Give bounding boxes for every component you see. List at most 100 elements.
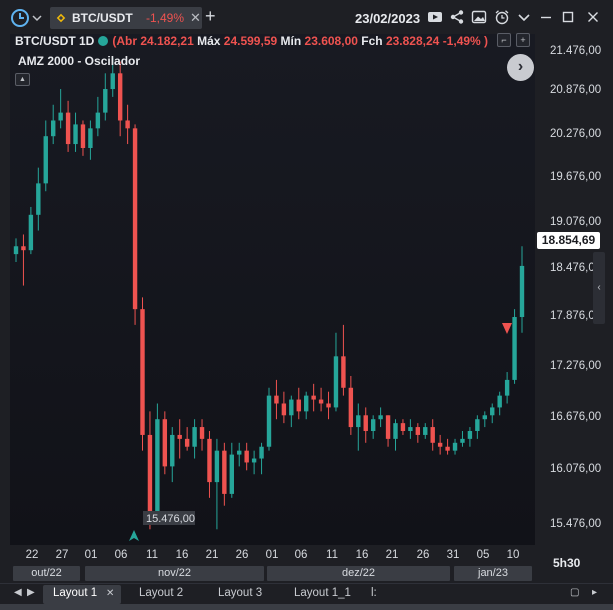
price-axis[interactable]: 21.476,00 20.876,00 20.276,00 19.676,00 19.0… bbox=[535, 34, 601, 545]
candle-body bbox=[445, 446, 450, 451]
candle-body bbox=[512, 317, 517, 380]
candle-body bbox=[482, 415, 487, 420]
candle-body bbox=[363, 415, 368, 432]
candle-body bbox=[318, 399, 324, 404]
candle-body bbox=[244, 450, 249, 463]
time-axis-label: 01 bbox=[84, 549, 98, 561]
video-icon[interactable] bbox=[427, 9, 443, 25]
go-to-latest-button[interactable]: › bbox=[507, 54, 534, 81]
legend-low-label: Mín bbox=[280, 34, 302, 48]
price-axis-label: 19.076,00 bbox=[550, 216, 602, 228]
candle-body bbox=[51, 120, 56, 137]
minimize-icon[interactable] bbox=[538, 9, 554, 25]
layout-tab-more[interactable]: l: bbox=[371, 587, 377, 599]
legend-change: -1,49% ) bbox=[442, 34, 489, 48]
time-axis-label: 21 bbox=[385, 549, 399, 561]
candle-body bbox=[378, 415, 383, 420]
candle-body bbox=[80, 124, 86, 148]
low-marker-box bbox=[143, 511, 195, 525]
active-layout-tab[interactable] bbox=[43, 585, 121, 604]
share-icon[interactable] bbox=[449, 9, 465, 25]
time-axis-label: 26 bbox=[235, 549, 249, 561]
time-axis-label: 01 bbox=[265, 549, 279, 561]
candle-body bbox=[251, 458, 257, 463]
side-panel-toggle[interactable]: ‹ bbox=[593, 252, 605, 324]
close-layout-icon[interactable]: ✕ bbox=[106, 588, 115, 599]
layout-tab-1[interactable]: Layout 1 bbox=[53, 587, 98, 599]
layout-menu-icon[interactable]: ▢ bbox=[570, 587, 580, 598]
time-axis-label: 11 bbox=[146, 549, 158, 561]
ohlc-legend: BTC/USDT 1D (Abr 24.182,21 Máx 24.599,59 … bbox=[15, 34, 488, 50]
time-axis-label: 31 bbox=[446, 549, 460, 561]
candle-body bbox=[117, 73, 123, 121]
candle-body bbox=[73, 124, 78, 145]
candle-body bbox=[21, 246, 26, 251]
month-scale: out/22 nov/22 dez/22 jan/23 bbox=[10, 566, 535, 582]
price-chart[interactable]: 15.476,00 bbox=[10, 34, 535, 545]
price-axis-label: 19.676,00 bbox=[550, 171, 602, 183]
timeframe-label[interactable]: 5h30 bbox=[553, 556, 581, 570]
candle-body bbox=[155, 419, 160, 514]
layout-tab-3[interactable]: Layout 3 bbox=[218, 587, 263, 599]
add-indicator-icon[interactable]: + bbox=[516, 33, 530, 47]
current-price-tag: 18.854,69 bbox=[537, 232, 600, 249]
close-tab-icon[interactable]: ✕ bbox=[190, 10, 201, 25]
legend-open-value: 24.182,21 bbox=[140, 34, 194, 48]
candle-body bbox=[266, 395, 272, 447]
time-axis-label: 10 bbox=[506, 549, 520, 561]
price-axis-label: 21.476,00 bbox=[550, 45, 602, 57]
chevron-left-icon[interactable]: ◀ bbox=[14, 587, 22, 598]
legend-close-label: Fch bbox=[361, 34, 383, 48]
time-axis-label: 06 bbox=[294, 549, 308, 561]
candle-body bbox=[497, 395, 502, 408]
tab-change: -1,49% bbox=[146, 11, 185, 25]
candle-body bbox=[140, 309, 145, 435]
layout-tab-4[interactable]: Layout 1_1 bbox=[294, 587, 351, 599]
layout-tabs-bar: ◀ ▶ Layout 1 ✕ Layout 2 Layout 3 Layout … bbox=[0, 583, 613, 604]
candle-body bbox=[415, 427, 421, 435]
status-dot bbox=[98, 36, 109, 46]
layout-arrow-icon[interactable]: ▸ bbox=[592, 587, 598, 598]
price-axis-label: 20.276,00 bbox=[550, 128, 602, 140]
tab-symbol: BTC/USDT bbox=[72, 11, 133, 25]
legend-open-label: (Abr bbox=[112, 34, 138, 48]
binance-icon bbox=[56, 13, 66, 23]
symbol-tab[interactable]: BTC/USDT -1,49% ✕ bbox=[50, 7, 202, 29]
layout-tab-2[interactable]: Layout 2 bbox=[139, 587, 184, 599]
legend-settings-icon[interactable]: ⌐ bbox=[497, 33, 511, 47]
candle-body bbox=[296, 399, 301, 412]
sell-signal-arrow bbox=[502, 323, 512, 334]
candle-body bbox=[289, 399, 294, 416]
close-icon[interactable] bbox=[585, 9, 601, 25]
candle-body bbox=[467, 431, 473, 439]
maximize-icon[interactable] bbox=[560, 9, 576, 25]
candle-body bbox=[170, 434, 175, 467]
candle-body bbox=[348, 387, 354, 428]
candle-body bbox=[460, 438, 465, 443]
candle-body bbox=[222, 450, 227, 494]
low-marker-label: 15.476,00 bbox=[146, 513, 195, 525]
alarm-icon[interactable] bbox=[494, 9, 510, 25]
candle-body bbox=[199, 427, 205, 439]
candle-body bbox=[490, 407, 495, 416]
time-axis[interactable]: 22 27 01 06 11 16 21 26 01 06 11 16 21 26 31 05 10 bbox=[10, 545, 535, 565]
chevron-down-icon[interactable] bbox=[516, 9, 532, 25]
candle-body bbox=[356, 415, 361, 428]
month-label: dez/22 bbox=[267, 566, 450, 581]
image-icon[interactable] bbox=[471, 9, 487, 25]
candle-body bbox=[326, 403, 331, 408]
chevron-right-icon[interactable]: ▶ bbox=[27, 587, 35, 598]
candle-body bbox=[311, 395, 316, 400]
candle-body bbox=[385, 415, 391, 439]
month-label: out/22 bbox=[13, 566, 80, 581]
clock-icon[interactable] bbox=[10, 8, 46, 28]
bottom-strip bbox=[0, 604, 613, 610]
candle-body bbox=[393, 423, 398, 439]
add-tab-button[interactable]: + bbox=[205, 6, 216, 26]
candle-body bbox=[58, 112, 63, 121]
candle-body bbox=[207, 438, 212, 483]
candle-body bbox=[341, 356, 346, 388]
time-axis-label: 22 bbox=[25, 549, 39, 561]
collapse-indicator-icon[interactable]: ▲ bbox=[15, 73, 30, 86]
time-axis-label: 16 bbox=[355, 549, 369, 561]
